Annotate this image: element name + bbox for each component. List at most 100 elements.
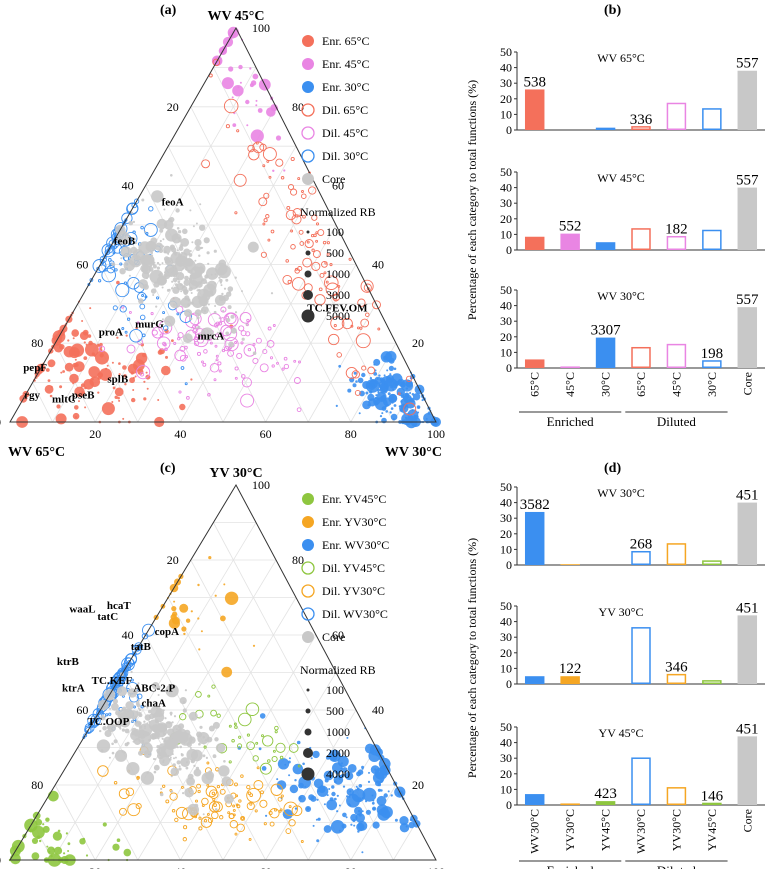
data-point-dilWV30	[129, 662, 133, 666]
data-point-dil65	[285, 259, 289, 263]
data-point-core	[143, 750, 152, 758]
data-point-core	[157, 750, 161, 753]
data-point-dil65	[322, 240, 327, 245]
legend-label: Dil. 45°C	[322, 126, 368, 140]
grid-line	[222, 224, 337, 423]
data-point-core	[190, 292, 193, 294]
data-point-enr65	[125, 334, 128, 337]
data-point-dil65	[294, 267, 298, 271]
data-point-enrWV30	[341, 823, 347, 829]
data-point-enrYV30	[190, 610, 193, 613]
data-point-dilYV45	[261, 734, 264, 738]
data-point-dilYV30	[206, 783, 210, 787]
data-point-core	[206, 736, 213, 743]
data-point-core	[172, 277, 178, 283]
data-point-dil65	[290, 188, 298, 196]
data-point-enr30	[374, 397, 388, 411]
data-point-dil45	[156, 336, 171, 350]
grid-line	[100, 709, 181, 861]
data-point-core	[182, 708, 187, 713]
data-point-enr30	[390, 407, 394, 410]
data-point-enr65	[95, 350, 109, 365]
size-legend-marker	[303, 290, 313, 300]
data-point-core	[176, 249, 179, 252]
y-tick-label: 0	[506, 677, 512, 691]
data-point-enrYV30	[183, 632, 186, 636]
data-point-core	[194, 239, 202, 247]
tick-label-left: 80	[31, 778, 43, 792]
data-label: 423	[594, 786, 617, 802]
data-point-dil65	[329, 263, 333, 267]
data-point-dil65	[263, 192, 270, 199]
data-point-core	[119, 712, 128, 721]
data-point-enrWV30	[399, 823, 410, 833]
data-point-dilYV45	[216, 713, 221, 718]
data-point-dilYV30	[241, 816, 245, 820]
size-legend-label: 5000	[326, 309, 350, 323]
data-point-enr65	[73, 361, 85, 372]
data-point-core	[228, 291, 231, 294]
legend-label: Core	[322, 630, 345, 644]
size-legend-marker	[306, 688, 310, 692]
data-point-dil65	[308, 186, 317, 195]
data-point-enr65	[161, 365, 171, 376]
data-point-core	[121, 706, 127, 712]
data-point-enrWV30	[342, 767, 348, 773]
y-tick-label: 50	[500, 283, 512, 297]
data-point-core	[132, 249, 144, 260]
subplot-title: WV 45°C	[597, 171, 645, 185]
bar	[702, 108, 722, 131]
data-point-dil65	[275, 158, 284, 167]
data-point-enr45	[221, 77, 234, 90]
gene-annotation: murG	[135, 318, 164, 330]
data-point-enr30	[365, 391, 369, 395]
data-point-dilYV45	[207, 694, 211, 698]
data-point-dil30	[141, 333, 146, 338]
bar	[666, 543, 687, 566]
data-point-dil65	[291, 214, 302, 225]
data-point-enrYV45	[50, 855, 53, 858]
data-point-enrWV30	[276, 780, 287, 790]
data-point-core	[202, 813, 205, 816]
y-tick-label: 20	[500, 527, 512, 541]
data-point-enr30	[352, 383, 357, 388]
data-point-dilYV30	[235, 803, 239, 807]
data-point-enr45	[249, 67, 252, 70]
y-tick-label: 20	[500, 330, 512, 344]
data-point-enrWV30	[325, 755, 331, 760]
data-point-core	[137, 682, 140, 685]
data-point-dil45	[128, 310, 132, 314]
data-point-enrWV30	[336, 810, 339, 813]
data-point-enrWV30	[358, 784, 363, 788]
data-point-enrWV30	[358, 813, 362, 817]
data-point-core	[161, 737, 164, 740]
data-point-enr30	[377, 391, 380, 394]
data-point-core	[165, 228, 179, 242]
data-point-core	[185, 761, 188, 764]
bar	[631, 627, 651, 685]
data-point-core	[120, 246, 132, 258]
data-point-enrWV30	[316, 785, 329, 797]
tick-label-right: 60	[332, 628, 344, 642]
data-point-enrYV45	[31, 837, 39, 845]
data-point-dil30	[131, 202, 138, 209]
data-point-core	[165, 684, 179, 698]
data-point-enr65	[83, 379, 94, 390]
data-point-enr65	[45, 368, 50, 372]
data-point-enrWV30	[338, 776, 342, 780]
data-point-core	[218, 765, 230, 777]
data-point-dil45	[196, 351, 202, 356]
data-point-core	[190, 758, 196, 764]
y-tick-label: 30	[500, 751, 512, 765]
data-point-dil30	[106, 265, 116, 274]
size-legend-label: 500	[326, 704, 344, 718]
legend-label: Dil. YV45°C	[322, 561, 385, 575]
data-point-dilYV30	[207, 817, 214, 823]
data-point-enrWV30	[302, 762, 305, 766]
data-point-dilYV30	[213, 803, 217, 807]
bar	[737, 502, 758, 565]
grid-line	[265, 709, 357, 861]
grid-line	[32, 382, 53, 423]
data-point-enr65	[64, 362, 74, 372]
bar	[631, 126, 651, 130]
